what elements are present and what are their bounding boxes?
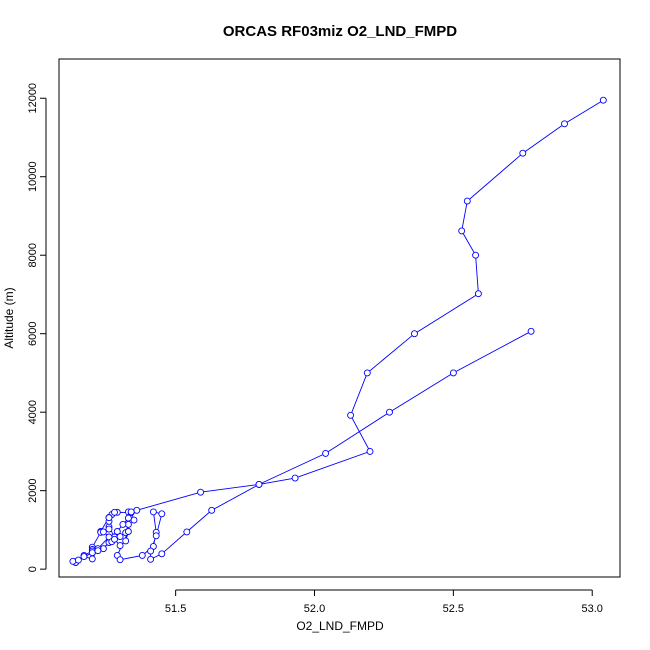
x-tick-label: 53.0	[582, 603, 603, 615]
data-point	[411, 330, 418, 338]
data-point	[124, 514, 132, 522]
y-axis-label: Altitude (m)	[2, 287, 16, 348]
x-tick-label: 52.5	[443, 603, 464, 615]
x-axis: 51.5 52.0 52.5 53.0	[165, 589, 603, 615]
data-point	[113, 528, 121, 535]
data-point	[116, 556, 124, 564]
data-point	[74, 556, 82, 564]
data-point	[599, 96, 607, 104]
y-tick-label: 10000	[27, 161, 39, 192]
data-point	[458, 227, 466, 235]
x-axis-label: O2_LND_FMPD	[296, 619, 384, 633]
data-point	[111, 535, 118, 543]
data-point	[255, 480, 263, 488]
data-point	[105, 525, 113, 533]
data-point	[111, 508, 118, 516]
data-point	[94, 547, 102, 555]
data-point	[88, 555, 96, 563]
data-point	[138, 551, 146, 559]
data-point	[322, 449, 330, 457]
data-point	[347, 411, 355, 419]
data-point	[472, 251, 480, 259]
data-point	[116, 533, 124, 541]
y-tick-label: 0	[27, 566, 39, 572]
data-point	[366, 447, 374, 455]
data-point	[183, 528, 191, 536]
data-point	[147, 547, 155, 555]
data-point	[363, 369, 371, 377]
data-point	[152, 532, 160, 540]
chart-title: ORCAS RF03miz O2_LND_FMPD	[223, 23, 457, 40]
y-tick-label: 12000	[27, 83, 39, 114]
plot-frame	[58, 58, 621, 578]
data-point	[147, 555, 155, 563]
data-point	[474, 290, 482, 298]
data-point	[88, 549, 96, 557]
data-point	[519, 149, 527, 157]
data-point	[449, 369, 457, 377]
series-line	[71, 99, 604, 564]
data-point	[119, 520, 127, 528]
x-tick-label: 52.0	[304, 603, 325, 615]
data-point	[561, 120, 568, 128]
data-point	[527, 327, 535, 335]
data-point	[158, 510, 166, 518]
data-point	[130, 516, 138, 524]
data-point	[116, 542, 124, 550]
data-point	[158, 550, 166, 558]
y-tick-label: 2000	[27, 478, 39, 502]
data-point	[80, 553, 88, 561]
data-point	[99, 528, 107, 536]
data-point	[127, 508, 135, 516]
y-tick-label: 4000	[27, 400, 39, 424]
x-tick-label: 51.5	[165, 603, 186, 615]
y-tick-label: 8000	[27, 243, 39, 267]
series-layer	[69, 96, 607, 566]
data-point	[133, 506, 141, 514]
y-axis: 0 2000 4000 6000 8000 10000 12000	[27, 83, 47, 572]
y-tick-label: 6000	[27, 321, 39, 345]
data-point	[124, 528, 132, 535]
data-point	[69, 557, 77, 565]
data-point	[149, 508, 157, 516]
data-point	[463, 197, 471, 205]
data-point	[105, 514, 113, 522]
data-point	[208, 506, 216, 514]
data-point	[291, 474, 299, 482]
data-point	[122, 537, 130, 545]
data-point	[386, 408, 393, 416]
data-point	[197, 488, 205, 496]
